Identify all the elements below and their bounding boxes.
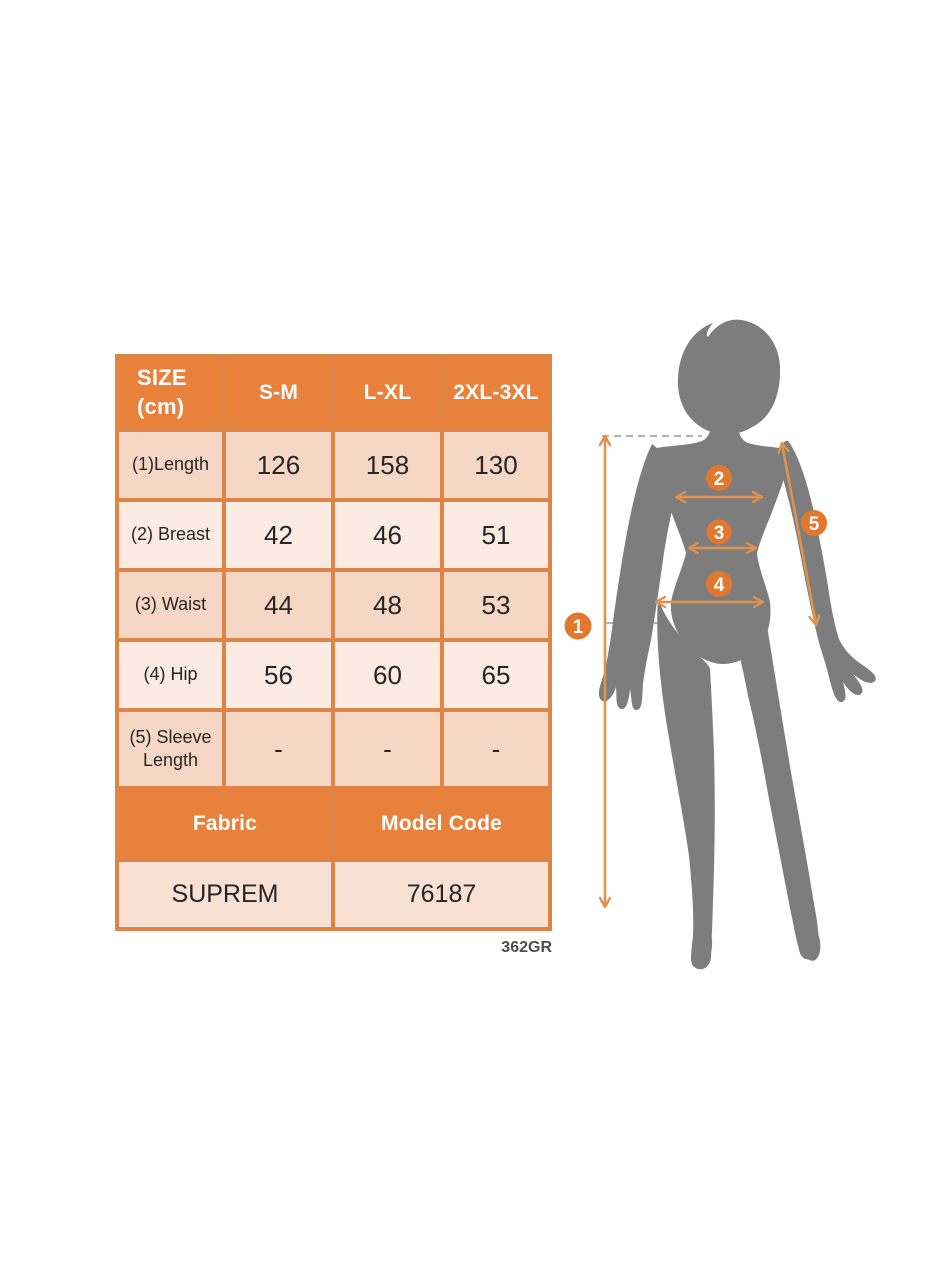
measure-marker-3: 3	[706, 519, 732, 545]
marker-number-2: 2	[714, 469, 725, 490]
model-code-value: 76187	[335, 862, 548, 927]
silhouette-head	[677, 319, 781, 435]
size-header-line2: (cm)	[137, 394, 185, 419]
marker-number-1: 1	[573, 617, 584, 638]
fabric-header: Fabric	[119, 790, 331, 858]
model-code-header: Model Code	[335, 790, 548, 858]
row-label-sleeve: (5) Sleeve Length	[119, 712, 222, 786]
body-measurement-figure: 1 2 3 4 5	[564, 319, 876, 970]
silhouette-left-foot	[691, 927, 713, 965]
measure-marker-5: 5	[801, 510, 827, 536]
cell-hip-2xl: 65	[444, 642, 548, 708]
cell-waist-lxl: 48	[335, 572, 440, 638]
measure-marker-1: 1	[564, 612, 592, 640]
cell-length-lxl: 158	[335, 432, 440, 498]
marker-number-5: 5	[809, 514, 820, 535]
column-header-lxl: L-XL	[335, 358, 440, 428]
marker-circle-1	[564, 612, 592, 640]
marker-number-4: 4	[714, 575, 725, 596]
fabric-value: SUPREM	[119, 862, 331, 927]
cell-breast-sm: 42	[226, 502, 331, 568]
silhouette-right-arm	[780, 440, 876, 703]
cell-sleeve-2xl: -	[444, 712, 548, 786]
size-header-cell: SIZE (cm)	[119, 358, 222, 428]
cell-breast-lxl: 46	[335, 502, 440, 568]
cell-sleeve-lxl: -	[335, 712, 440, 786]
silhouette-left-leg	[657, 598, 715, 970]
marker-circle-4	[706, 571, 732, 597]
silhouette-right-foot	[799, 923, 821, 961]
sleeve-measure-arrow	[777, 441, 821, 627]
column-header-sm: S-M	[226, 358, 331, 428]
row-label-breast: (2) Breast	[119, 502, 222, 568]
marker-circle-5	[801, 510, 827, 536]
cell-waist-2xl: 53	[444, 572, 548, 638]
marker-circle-2	[706, 465, 732, 491]
cell-hip-lxl: 60	[335, 642, 440, 708]
marker-circle-3	[706, 519, 732, 545]
marker-number-3: 3	[714, 523, 725, 544]
cell-sleeve-sm: -	[226, 712, 331, 786]
model-note: 362GR	[501, 939, 552, 956]
cell-length-sm: 126	[226, 432, 331, 498]
female-silhouette	[598, 319, 876, 970]
cell-length-2xl: 130	[444, 432, 548, 498]
column-header-2xl3xl: 2XL-3XL	[444, 358, 548, 428]
row-label-hip: (4) Hip	[119, 642, 222, 708]
row-label-waist: (3) Waist	[119, 572, 222, 638]
silhouette-right-leg	[739, 606, 819, 960]
measure-marker-4: 4	[706, 571, 732, 597]
cell-waist-sm: 44	[226, 572, 331, 638]
cell-breast-2xl: 51	[444, 502, 548, 568]
row-label-length: (1)Length	[119, 432, 222, 498]
silhouette-left-arm	[598, 444, 679, 711]
measure-marker-2: 2	[706, 465, 732, 491]
size-header-line1: SIZE	[137, 365, 187, 391]
cell-hip-sm: 56	[226, 642, 331, 708]
size-table: SIZE (cm) S-M L-XL 2XL-3XL (1)Length 126…	[115, 354, 552, 931]
